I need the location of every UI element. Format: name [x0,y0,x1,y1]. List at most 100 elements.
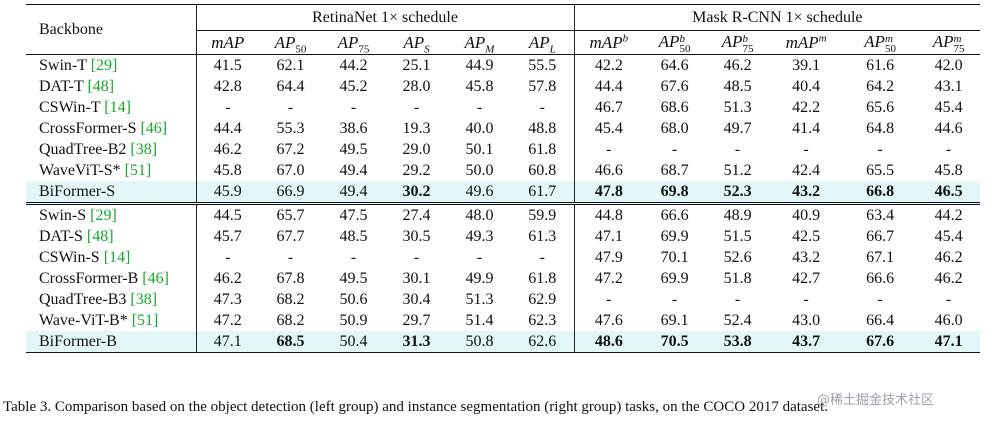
value-cell: 40.4 [792,78,821,95]
backbone-cell: BiFormer-S [26,181,197,205]
metric-subscript: 75 [953,42,965,55]
table-row: CSWin-S [14] - - - - - - 47.9 70.1 52.6 43.2 67.1 46… [26,247,980,268]
value-cell: 62.6 [511,331,575,353]
metric-superscript: m [884,32,893,45]
metric-header: AP50 [259,30,322,55]
citation-link[interactable]: [29] [90,57,118,74]
citation-link[interactable]: [48] [87,78,115,95]
value-cell: 51.5 [723,228,752,245]
value-cell: 44.9 [465,57,494,74]
metric-header: mAPm [769,30,844,55]
backbone-cell: BiFormer-B [26,331,197,353]
citation-link[interactable]: [14] [104,99,131,116]
value-cell: 50.9 [339,312,368,329]
value-cell: 40.9 [792,207,821,224]
value-cell: 48.9 [723,207,752,224]
metric-name: AP [864,32,885,52]
value-cell: 28.0 [402,78,431,95]
value-cell: - [413,249,420,266]
value-cell: 45.8 [934,162,963,179]
citation-link[interactable]: [51] [124,162,152,179]
value-cell: 42.4 [792,162,821,179]
value-cell: 68.6 [660,99,689,116]
value-cell: - [877,291,883,308]
value-cell: 45.8 [465,78,494,95]
value-cell: 49.5 [339,141,368,158]
citation-link[interactable]: [46] [142,270,169,287]
value-cell: 57.8 [511,76,575,97]
value-cell: - [803,291,809,308]
value-cell: 55.3 [276,120,305,137]
value-cell: 42.2 [792,99,821,116]
metric-name: AP [337,33,359,52]
value-cell: 69.9 [660,228,689,245]
backbone-cell: CSWin-S [14] [26,247,197,268]
value-cell: 61.3 [511,226,575,247]
value-cell: 66.6 [866,270,895,287]
value-cell: 46.2 [213,270,242,287]
value-cell: 29.2 [402,162,431,179]
value-cell: 64.2 [866,78,895,95]
citation-link[interactable]: [51] [131,312,159,329]
value-cell: 45.4 [934,228,963,245]
value-cell: 44.5 [213,207,242,224]
value-cell: - [350,99,357,116]
value-cell: 45.4 [594,120,623,137]
value-cell: 50.1 [465,141,494,158]
value-cell: 44.4 [594,78,623,95]
table-row: DAT-S [48] 45.7 67.7 48.5 30.5 49.3 61.3 47.1 69… [26,226,980,247]
value-cell: 31.3 [385,331,448,353]
maskrcnn-group-header: Mask R-CNN 1× schedule [574,4,981,31]
value-cell: 30.1 [402,270,431,287]
backbone-name: DAT-T [39,78,84,95]
value-cell: 30.2 [385,181,448,205]
value-cell: 61.7 [511,181,575,205]
value-cell: 70.1 [660,249,689,266]
metric-header: APL [511,30,575,55]
metric-name: mAP [785,33,819,52]
backbone-name: QuadTree-B2 [39,141,127,158]
citation-link[interactable]: [14] [103,249,131,266]
value-cell: 46.6 [594,162,623,179]
value-cell: 48.6 [574,331,644,353]
value-cell: 43.2 [769,181,844,205]
backbone-cell: DAT-T [48] [26,76,197,97]
citation-link[interactable]: [38] [130,141,158,158]
value-cell: 42.8 [213,78,242,95]
citation-link[interactable]: [46] [140,120,168,137]
value-cell: 46.2 [934,249,963,266]
value-cell: 44.2 [339,57,368,74]
value-cell: 68.5 [259,331,322,353]
table-row: BiFormer-S 45.9 66.9 49.4 30.2 49.6 61.7 47.8 69… [26,181,981,205]
table-row: Swin-T [29] 41.5 62.1 44.2 25.1 44.9 55.5 42.2 6… [26,54,980,76]
value-cell: 49.7 [723,120,752,137]
citation-link[interactable]: [38] [130,291,158,308]
table-row: Swin-S [29] 44.5 65.7 47.5 27.4 48.0 59.9 44.8 6… [26,203,980,226]
metric-superscript: m [818,32,827,45]
value-cell: 52.3 [706,181,770,205]
value-cell: 68.2 [276,291,305,308]
metric-subscript: 75 [358,43,370,56]
metric-superscript: b [622,32,629,45]
value-cell: 47.9 [594,249,623,266]
table-row: WaveViT-S* [51] 45.8 67.0 49.4 29.2 50.0 60.8 4… [26,160,980,181]
value-cell: 49.4 [339,162,368,179]
value-cell: - [225,99,231,116]
metric-name: AP [274,33,296,52]
metric-name: AP [403,33,425,52]
backbone-name: CrossFormer-S [39,120,137,137]
value-cell: 38.6 [339,120,368,137]
value-cell: 45.9 [196,181,259,205]
value-cell: 67.7 [276,228,305,245]
value-cell: 41.4 [792,120,821,137]
citation-link[interactable]: [29] [90,207,117,224]
metric-name: AP [528,33,550,52]
backbone-cell: CrossFormer-B [46] [26,268,197,289]
metric-name: mAP [589,33,623,52]
metric-header: AP b 50 [643,30,707,55]
citation-link[interactable]: [48] [86,228,114,245]
backbone-name: Swin-T [39,57,87,74]
value-cell: 39.1 [792,57,821,74]
metric-superscript: b [742,32,748,45]
backbone-cell: Swin-T [29] [26,54,197,76]
